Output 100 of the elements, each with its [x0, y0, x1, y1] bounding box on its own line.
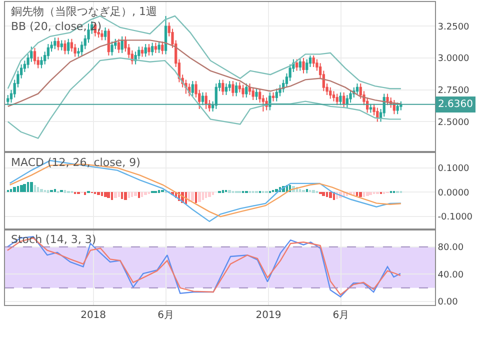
bar: [134, 192, 137, 196]
candlestick: [306, 58, 308, 74]
candlestick: [255, 88, 258, 101]
bar: [205, 192, 207, 198]
bar: [84, 192, 86, 196]
candlestick: [144, 44, 147, 58]
chart-title: 銅先物（当限つなぎ足）, 1週: [11, 5, 157, 18]
candlestick: [104, 26, 107, 41]
candlestick: [329, 86, 332, 100]
bar: [275, 189, 278, 192]
candlestick: [6, 94, 10, 106]
bar: [356, 192, 358, 196]
candlestick: [161, 40, 164, 55]
candlestick: [148, 44, 150, 56]
candlestick: [376, 107, 379, 122]
candlestick: [60, 40, 63, 51]
candlestick: [164, 16, 168, 55]
candlestick: [302, 58, 305, 74]
bar: [27, 182, 29, 192]
candlestick: [252, 86, 254, 101]
candlestick: [339, 92, 342, 106]
candlestick: [100, 30, 104, 41]
bar: [34, 185, 36, 192]
line-series: [7, 40, 402, 108]
bar: [107, 192, 110, 198]
bar: [97, 192, 100, 196]
bar: [17, 186, 19, 192]
x-tick-label: 2019: [256, 310, 282, 321]
bar: [121, 192, 123, 200]
bar: [30, 182, 33, 192]
candlestick: [191, 80, 194, 97]
candlestick: [392, 100, 396, 115]
bar: [312, 190, 315, 194]
bar: [64, 190, 66, 194]
candlestick: [67, 38, 70, 55]
bar: [306, 189, 308, 192]
candlestick: [272, 92, 275, 102]
y-tick-label: 0.00: [438, 298, 458, 308]
ref-line-label: 2.6360: [438, 99, 473, 110]
y-tick-label: -0.1000: [438, 212, 473, 223]
candlestick: [268, 92, 272, 111]
bar: [353, 192, 355, 196]
bar: [158, 190, 160, 194]
bar: [47, 190, 49, 194]
x-tick-label: 6月: [332, 310, 350, 321]
candlestick: [336, 93, 338, 106]
bar: [104, 192, 107, 198]
bar: [326, 192, 328, 198]
candlestick: [234, 82, 238, 97]
candlestick: [312, 54, 315, 68]
candlestick: [356, 83, 359, 96]
bar: [322, 192, 325, 196]
bar: [141, 192, 143, 198]
candlestick: [151, 42, 154, 56]
bar: [20, 185, 23, 192]
bar: [359, 192, 362, 198]
candlestick: [228, 80, 231, 92]
bar: [131, 192, 133, 198]
candlestick: [158, 40, 160, 54]
candlestick: [386, 93, 389, 106]
bar: [40, 189, 43, 192]
bar: [329, 192, 332, 198]
candlestick: [222, 79, 224, 96]
line-series: [7, 57, 402, 139]
candlestick: [295, 58, 298, 72]
candlestick: [400, 100, 402, 111]
bar: [191, 192, 194, 202]
bar: [101, 192, 103, 196]
bar: [54, 189, 56, 192]
candlestick: [275, 88, 278, 102]
candlestick: [107, 28, 110, 56]
candlestick: [349, 89, 352, 104]
line-series: [7, 15, 402, 90]
bar: [128, 192, 130, 198]
bar: [202, 192, 204, 200]
bar: [363, 192, 365, 198]
candlestick: [232, 80, 234, 97]
x-tick-label: 2018: [80, 310, 106, 321]
candlestick: [245, 83, 248, 98]
bar: [299, 189, 301, 192]
candlestick: [154, 42, 158, 54]
bar: [228, 190, 231, 194]
x-tick-label: 6月: [158, 310, 174, 321]
bar: [222, 190, 224, 194]
bar: [212, 192, 214, 196]
y-tick-label: 2.5000: [438, 118, 470, 128]
y-tick-label: 3.0000: [438, 54, 470, 64]
bar: [37, 187, 39, 192]
y-tick-label: 0.0000: [438, 188, 470, 198]
candlestick: [242, 84, 244, 98]
candlestick: [298, 58, 302, 72]
y-tick-label: 40.00: [438, 270, 464, 280]
bar: [10, 189, 12, 192]
y-tick-label: 0.1000: [438, 164, 470, 174]
y-tick-label: 80.00: [438, 243, 464, 254]
bar: [198, 192, 201, 202]
candlestick: [64, 40, 66, 55]
bar: [111, 192, 113, 200]
candlestick: [54, 37, 56, 50]
candlestick: [140, 46, 144, 58]
